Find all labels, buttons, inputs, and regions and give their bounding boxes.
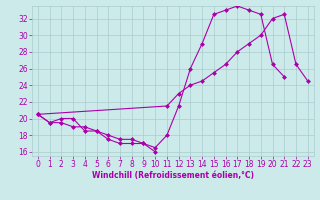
X-axis label: Windchill (Refroidissement éolien,°C): Windchill (Refroidissement éolien,°C) <box>92 171 254 180</box>
